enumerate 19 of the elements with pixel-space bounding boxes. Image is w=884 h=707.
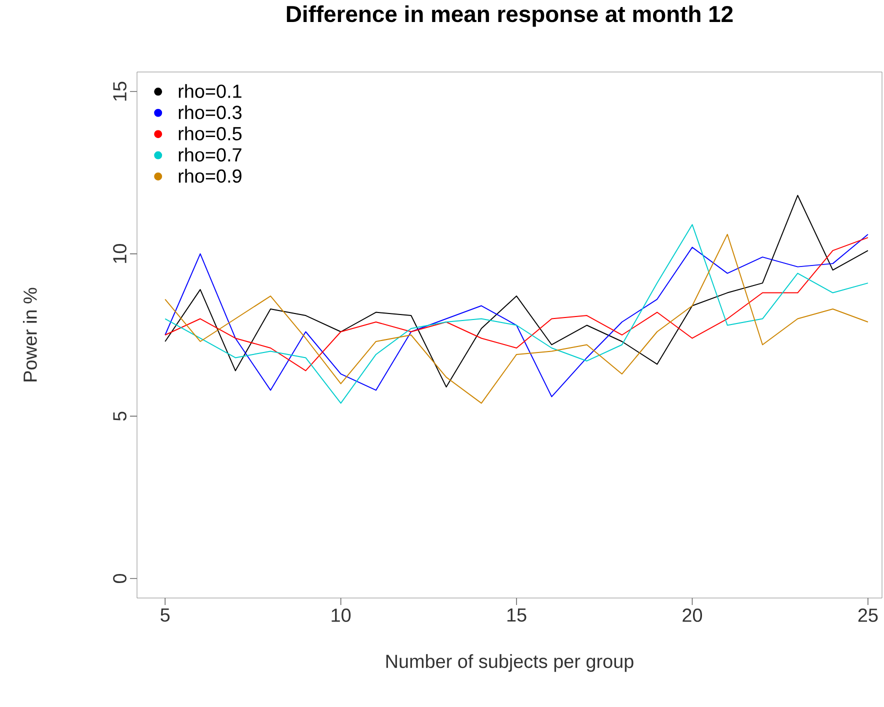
legend-label: rho=0.9: [178, 168, 242, 183]
chart-title: Difference in mean response at month 12: [286, 5, 733, 27]
y-tick-label: 10: [113, 244, 126, 263]
x-tick-label: 25: [858, 608, 878, 622]
y-tick-label: 5: [113, 412, 126, 421]
x-tick-label: 10: [332, 608, 351, 622]
legend-label: rho=0.1: [178, 84, 242, 98]
y-tick-label: 15: [113, 82, 126, 101]
line-series: [164, 194, 868, 388]
legend-label: rho=0.5: [178, 126, 242, 140]
line-series: [164, 237, 868, 372]
legend-label: rho=0.7: [178, 148, 242, 162]
x-axis-title: Number of subjects per group: [386, 654, 634, 672]
legend-label: rho=0.3: [178, 105, 242, 120]
x-tick-label: 5: [160, 608, 170, 622]
y-tick-label: 0: [113, 574, 126, 584]
x-tick-label: 20: [682, 608, 702, 622]
y-axis-title: Power in %: [22, 288, 37, 382]
x-tick-label: 15: [507, 608, 526, 622]
